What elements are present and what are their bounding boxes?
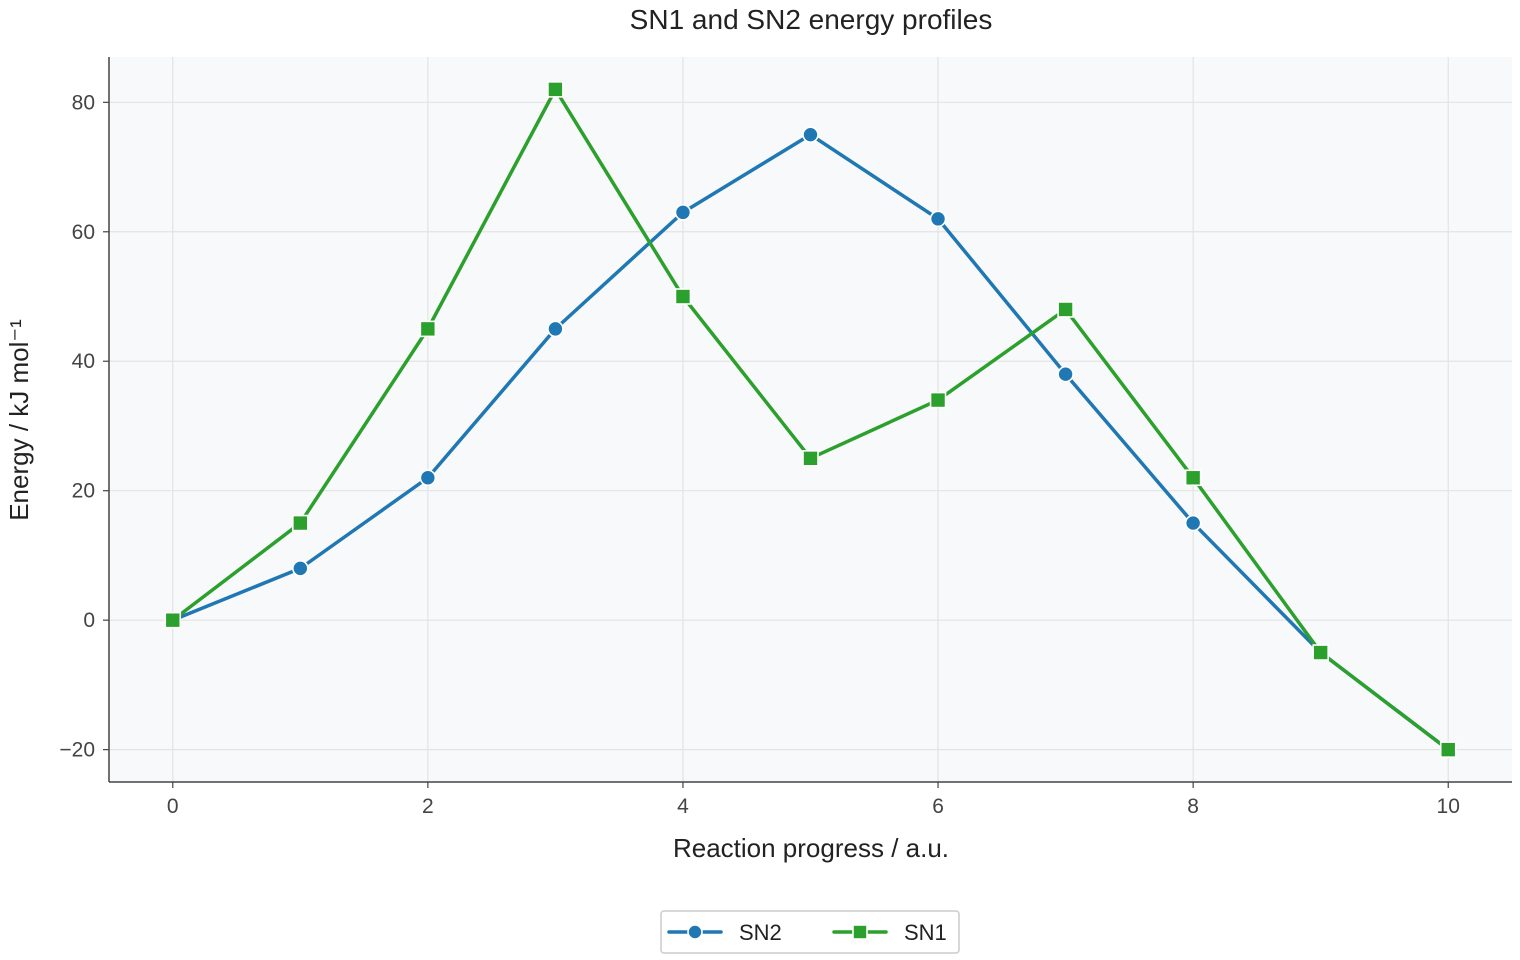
data-point-sn1 — [547, 81, 564, 98]
plot-area — [109, 57, 1512, 782]
chart-title: SN1 and SN2 energy profiles — [630, 4, 993, 35]
data-point-sn1 — [929, 391, 947, 409]
y-tick-label: 20 — [72, 480, 95, 503]
legend-frame — [660, 910, 960, 954]
data-point-sn2 — [802, 126, 819, 143]
legend-label: SN2 — [739, 920, 782, 945]
data-point-sn1 — [852, 924, 868, 940]
series-sn1 — [164, 81, 1457, 758]
data-point-sn2 — [1057, 365, 1074, 383]
x-tick-label: 8 — [1187, 795, 1199, 818]
data-point-sn2 — [674, 204, 692, 221]
data-point-sn2 — [1184, 514, 1202, 532]
y-tick-label: 60 — [72, 221, 95, 244]
x-tick-label: 6 — [932, 795, 944, 818]
y-axis-label: Energy / kJ mol⁻¹ — [4, 319, 34, 521]
legend: SN2 SN1 — [660, 910, 960, 954]
legend-entry-sn1: SN1 — [832, 920, 947, 945]
data-point-sn2 — [547, 320, 564, 338]
y-tick-label: −20 — [59, 739, 95, 762]
data-point-sn2 — [419, 469, 437, 487]
data-point-sn1 — [1312, 644, 1329, 661]
data-point-sn2 — [687, 924, 703, 940]
data-point-sn1 — [292, 514, 309, 532]
data-point-sn1 — [164, 611, 182, 629]
y-tick-label: 80 — [72, 91, 95, 114]
data-point-sn1 — [674, 288, 692, 305]
data-point-sn2 — [929, 210, 947, 228]
legend-label: SN1 — [904, 920, 947, 945]
data-point-sn1 — [1439, 741, 1457, 758]
y-tick-label: 0 — [83, 609, 95, 632]
data-point-sn1 — [419, 320, 437, 338]
grid — [109, 57, 1512, 782]
x-tick-label: 4 — [677, 795, 689, 818]
x-tick-label: 10 — [1437, 795, 1460, 818]
legend-entry-sn2: SN2 — [667, 920, 782, 945]
data-point-sn1 — [1184, 469, 1202, 487]
tick-labels: 0 2 4 6 8 10 −20 0 20 40 60 80 — [59, 91, 1460, 818]
y-tick-label: 40 — [72, 350, 95, 373]
data-point-sn1 — [1057, 301, 1074, 318]
axes — [103, 57, 1512, 788]
data-point-sn2 — [292, 560, 309, 577]
x-tick-label: 2 — [422, 795, 434, 818]
x-axis-label: Reaction progress / a.u. — [673, 833, 949, 863]
series-layer — [164, 81, 1457, 758]
data-point-sn1 — [802, 450, 819, 467]
x-tick-label: 0 — [167, 795, 179, 818]
